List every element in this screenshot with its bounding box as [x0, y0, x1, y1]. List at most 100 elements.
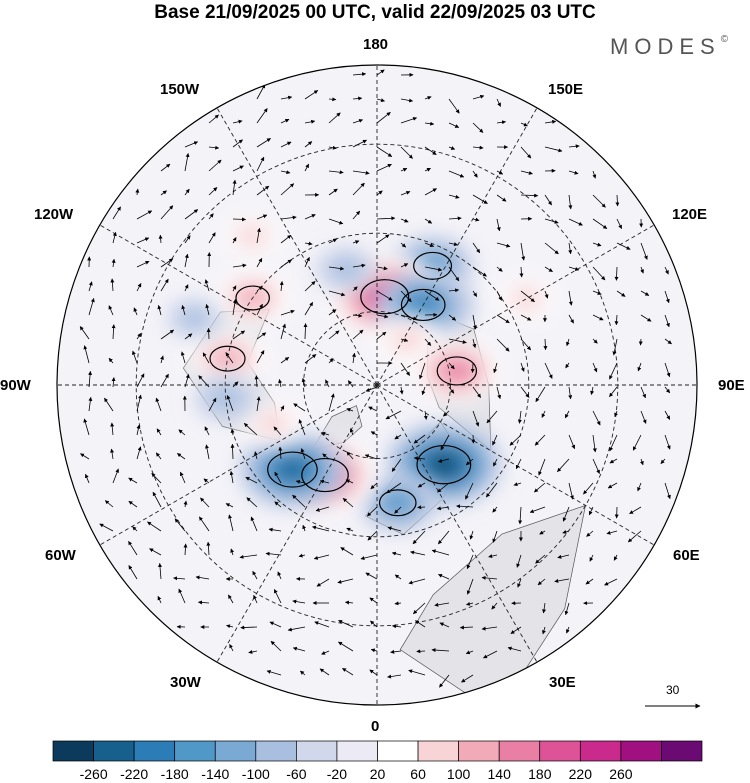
wind-vector [376, 234, 390, 244]
wind-vector [568, 290, 573, 306]
wind-vector [158, 234, 163, 244]
colorbar-tick-label: 20 [369, 766, 386, 782]
colorbar [52, 740, 703, 762]
wind-vector [328, 112, 341, 124]
wind-vector [364, 454, 378, 460]
wind-vector [496, 314, 510, 324]
wind-vector [205, 304, 210, 316]
wind-vector [88, 396, 93, 412]
wind-vector [568, 144, 580, 149]
wind-vector [448, 122, 460, 128]
lon-label-180: 180 [363, 36, 389, 53]
wind-vector [232, 381, 239, 388]
positive-anomaly [222, 215, 282, 258]
wind-vector [184, 235, 191, 244]
wind-vector [183, 543, 188, 556]
wind-vector [424, 146, 437, 156]
wind-vector [400, 242, 406, 248]
wind-vector [312, 525, 330, 532]
wind-vector [232, 285, 237, 292]
wind-vector [304, 301, 314, 316]
wind-vector [365, 572, 378, 580]
wind-vector [321, 431, 330, 436]
wind-vector [342, 497, 354, 508]
wind-vector [370, 431, 378, 436]
wind-vector [273, 589, 282, 604]
wind-vector [110, 278, 115, 292]
wind-vector [110, 422, 115, 436]
wind-vector [439, 674, 450, 688]
wind-vector [376, 331, 387, 340]
wind-vector [352, 286, 358, 292]
meridian-line [376, 384, 538, 663]
wind-vector [136, 446, 142, 460]
wind-vector [469, 530, 474, 540]
wind-vector [254, 375, 259, 388]
wind-vector [292, 494, 306, 508]
wind-vector [424, 242, 435, 248]
wind-vector [496, 98, 501, 107]
meridian-line [376, 107, 538, 386]
wind-vector [639, 458, 644, 466]
wind-vector [431, 648, 450, 653]
wind-vector [496, 290, 502, 301]
wind-vector [160, 258, 174, 268]
wind-vector [562, 530, 570, 534]
wind-vector [287, 626, 306, 632]
wind-vector [664, 434, 671, 450]
wind-vector [408, 578, 426, 585]
positive-anomaly [413, 339, 501, 403]
wind-vector [365, 386, 378, 392]
wind-vector [394, 574, 402, 580]
wind-vector [155, 452, 162, 460]
wind-vector [590, 386, 595, 395]
wind-vector [256, 214, 268, 220]
wind-vector [328, 393, 335, 412]
wind-vector [232, 263, 247, 268]
wind-vector [256, 332, 267, 340]
wind-vector [510, 626, 522, 634]
wind-vector [174, 518, 186, 532]
colorbar-swatch [417, 740, 459, 762]
positive-anomaly [497, 277, 556, 320]
wind-vector [424, 96, 432, 100]
wind-vector [387, 526, 402, 532]
wind-vector [204, 426, 210, 436]
wind-vector [543, 338, 548, 351]
wind-vector [208, 187, 218, 196]
colorbar-swatch [661, 740, 703, 762]
wind-vector [128, 540, 138, 556]
lon-label-90e: 90E [718, 377, 745, 394]
wind-vector [278, 446, 283, 460]
wind-vector [592, 170, 597, 179]
wind-vector [376, 163, 392, 172]
wind-vector [517, 578, 522, 588]
wind-vector [239, 554, 258, 559]
wind-vector [370, 482, 378, 490]
wind-vector [513, 482, 522, 487]
wind-vector [486, 410, 498, 424]
wind-vector [640, 266, 644, 274]
wind-vector [184, 209, 199, 220]
wind-vector [465, 650, 474, 655]
wind-vector [136, 283, 142, 292]
wind-vector [208, 159, 222, 172]
wind-vector [376, 146, 393, 157]
wind-vector [557, 554, 570, 559]
wind-vector [472, 338, 477, 349]
wind-vector [664, 482, 671, 500]
wind-vector [232, 299, 237, 316]
colorbar-swatch [498, 740, 541, 762]
wind-vector [80, 453, 90, 460]
wind-vector [520, 362, 525, 372]
wind-vector [313, 554, 330, 560]
wind-vector [337, 578, 354, 584]
colorbar-tick-label: 220 [568, 766, 592, 782]
wind-vector [205, 444, 210, 460]
wind-vector [437, 482, 450, 493]
wind-vector [304, 163, 310, 172]
wind-vector [340, 547, 354, 556]
brand-text: MODES [610, 34, 721, 59]
colorbar-tick-label: -100 [241, 766, 270, 782]
wind-vector [376, 314, 389, 319]
